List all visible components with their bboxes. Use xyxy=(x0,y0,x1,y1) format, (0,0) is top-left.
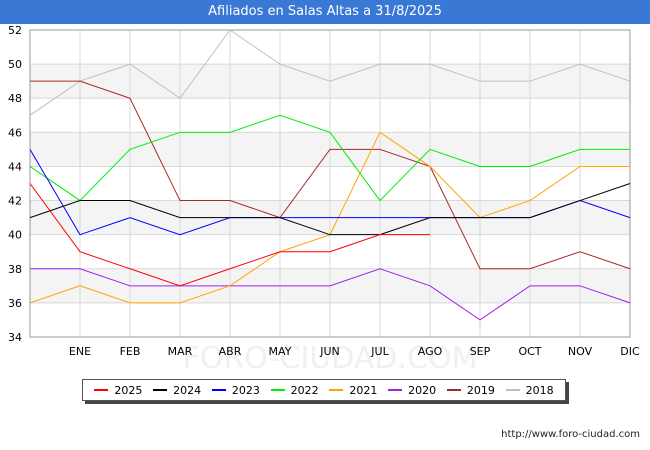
x-tick-label: ABR xyxy=(219,345,242,358)
legend-item-2024: 2024 xyxy=(153,384,201,397)
source-url[interactable]: http://www.foro-ciudad.com xyxy=(501,429,640,440)
y-tick-label: 34 xyxy=(8,331,22,344)
legend-swatch xyxy=(270,389,285,391)
x-tick-label: DIC xyxy=(620,345,640,358)
legend-swatch xyxy=(446,389,461,391)
legend-item-2019: 2019 xyxy=(446,383,495,397)
legend-item-2025: 2025 xyxy=(94,384,142,397)
x-tick-label: OCT xyxy=(518,345,541,358)
legend-label: 2023 xyxy=(231,383,260,397)
legend-item-2021: 2021 xyxy=(329,384,377,397)
y-tick-label: 46 xyxy=(8,126,22,139)
legend-swatch xyxy=(153,389,168,391)
legend-label: 2022 xyxy=(290,383,319,397)
legend-label: 2020 xyxy=(408,383,437,397)
series-line-2024 xyxy=(29,183,631,236)
y-tick-label: 36 xyxy=(8,297,22,310)
legend-label: 2019 xyxy=(466,383,495,397)
legend-swatch xyxy=(505,389,520,391)
x-tick-label: MAR xyxy=(168,345,193,358)
y-tick-label: 52 xyxy=(8,24,22,37)
x-tick-label: JUL xyxy=(370,345,389,358)
legend-swatch xyxy=(211,389,226,391)
series-line-2022 xyxy=(29,114,630,202)
legend-item-2023: 2023 xyxy=(211,383,260,397)
y-tick-label: 50 xyxy=(8,58,22,71)
x-tick-label: SEP xyxy=(470,345,491,358)
series-line-2020 xyxy=(30,268,631,321)
legend-label: 2025 xyxy=(114,383,143,397)
legend-swatch xyxy=(388,389,403,391)
legend-item-2022: 2022 xyxy=(270,383,319,397)
x-tick-label: NOV xyxy=(568,345,593,358)
y-tick-label: 42 xyxy=(8,195,22,208)
series-line-2025 xyxy=(29,183,430,287)
x-tick-label: ENE xyxy=(69,345,91,358)
y-tick-label: 48 xyxy=(8,92,22,105)
legend-swatch xyxy=(94,389,109,391)
x-tick-label: MAY xyxy=(269,345,292,358)
chart-title: Afiliados en Salas Altas a 31/8/2025 xyxy=(0,0,650,24)
watermark: FORO-CIUDAD.COM xyxy=(183,341,478,376)
legend-item-2018: 2018 xyxy=(505,383,554,397)
x-tick-label: AGO xyxy=(418,345,443,358)
legend-label: 2024 xyxy=(173,383,202,397)
series-line-2018 xyxy=(29,29,631,116)
legend-item-2020: 2020 xyxy=(388,384,436,397)
legend-label: 2018 xyxy=(525,383,554,397)
y-tick-label: 44 xyxy=(8,160,22,173)
legend-swatch xyxy=(329,389,344,391)
legend-label: 2021 xyxy=(349,383,378,397)
legend: 2025 2024 2023 2022 2021 2020 2019 2018 xyxy=(82,379,566,401)
x-tick-label: JUN xyxy=(319,345,340,358)
y-tick-label: 40 xyxy=(8,229,22,242)
x-tick-label: FEB xyxy=(120,345,141,358)
y-tick-label: 38 xyxy=(8,263,22,276)
series-line-2019 xyxy=(30,80,631,270)
